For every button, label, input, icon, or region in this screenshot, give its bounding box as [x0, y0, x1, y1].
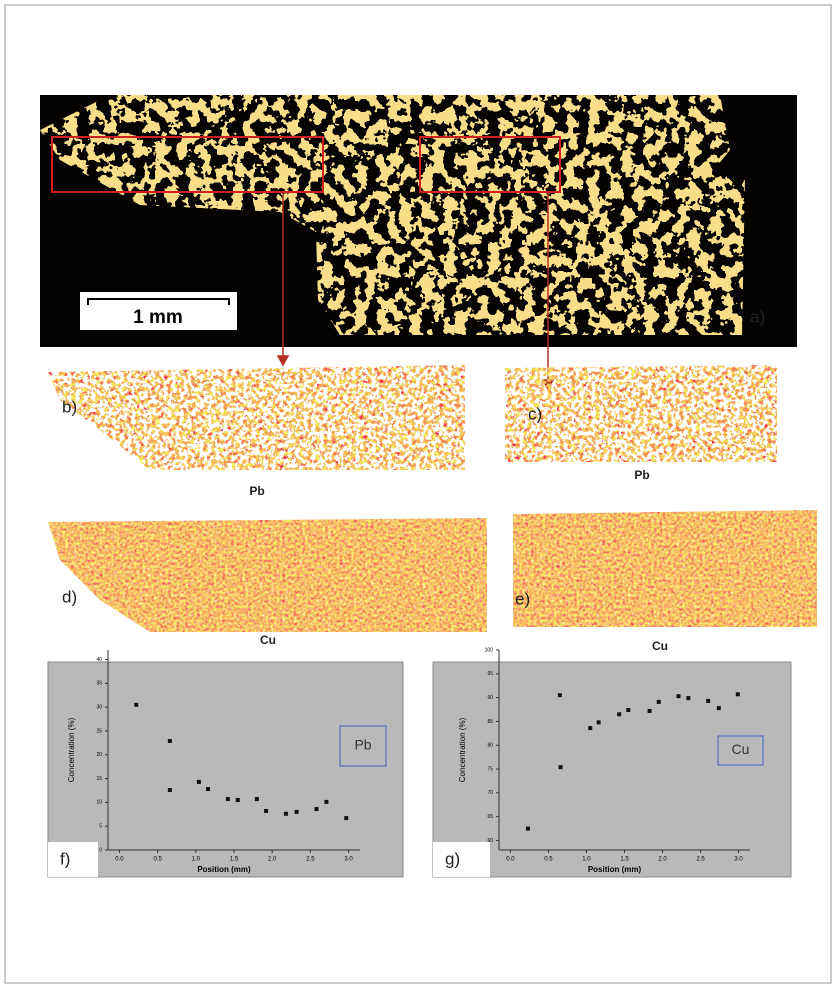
- y-tick-label: 30: [96, 704, 102, 710]
- point: [706, 698, 711, 703]
- y-tick-label: 70: [487, 790, 493, 796]
- point: [167, 738, 172, 743]
- point: [716, 706, 721, 711]
- label-corner: [48, 842, 98, 877]
- point: [167, 788, 172, 792]
- x-tick-label: 2.0: [268, 857, 277, 863]
- label-corner: [433, 842, 490, 877]
- point: [596, 720, 601, 725]
- scale-label: 1 mm: [133, 307, 183, 328]
- y-tick-label: 15: [96, 776, 102, 782]
- x-tick-label: 0.5: [544, 857, 553, 863]
- point: [235, 798, 240, 802]
- y-tick-label: 60: [487, 838, 493, 844]
- point: [647, 708, 652, 713]
- legend-box: [339, 725, 387, 767]
- y-tick-label: 75: [487, 766, 493, 772]
- y-tick-label: 95: [487, 671, 493, 677]
- x-tick-label: 2.5: [696, 857, 705, 863]
- point: [134, 702, 139, 707]
- point: [196, 779, 201, 784]
- point: [283, 811, 288, 816]
- point: [294, 809, 299, 814]
- point: [525, 826, 530, 831]
- point: [588, 726, 593, 731]
- y-tick-label: 65: [487, 814, 493, 820]
- x-tick-label: 1.0: [192, 857, 201, 863]
- panel-label: f): [60, 849, 70, 868]
- element-map: [48, 518, 487, 632]
- map-label: Pb: [249, 484, 264, 498]
- point: [324, 799, 329, 804]
- point: [206, 787, 211, 792]
- panel-label: d): [62, 587, 77, 606]
- y-tick-label: 5: [99, 824, 102, 830]
- x-tick-label: 0.5: [153, 857, 162, 863]
- y-tick-label: 10: [96, 800, 102, 806]
- point: [617, 712, 622, 717]
- page-border: [4, 4, 832, 984]
- element-map: [48, 365, 465, 470]
- x-axis-label: Position (mm): [588, 865, 642, 874]
- y-tick-label: 85: [487, 719, 493, 725]
- panel-label: g): [445, 849, 460, 868]
- y-tick-label: 100: [485, 647, 494, 653]
- legend-label: Pb: [354, 737, 371, 753]
- point: [735, 692, 740, 697]
- map-label: Cu: [260, 633, 276, 647]
- y-tick-label: 20: [96, 752, 102, 758]
- point: [626, 708, 631, 712]
- y-tick-label: 35: [96, 681, 102, 687]
- sample-shape: [40, 95, 745, 335]
- point: [656, 699, 661, 704]
- map-label: Cu: [652, 639, 668, 653]
- panel-label: a): [750, 307, 765, 326]
- chart-bg: [432, 661, 792, 878]
- x-tick-label: 1.0: [582, 857, 591, 863]
- chart-bg: [47, 661, 404, 878]
- x-tick-label: 3.0: [734, 857, 743, 863]
- point: [676, 694, 681, 699]
- x-tick-label: 0.0: [115, 857, 124, 863]
- y-axis-label: Concentration (%): [458, 717, 467, 782]
- point: [558, 765, 563, 770]
- point: [557, 693, 562, 698]
- region-box: [51, 136, 324, 193]
- legend-label: Cu: [732, 741, 750, 757]
- point: [264, 808, 269, 813]
- y-tick-label: 80: [487, 743, 493, 749]
- map-label: Pb: [634, 468, 649, 482]
- point: [254, 797, 259, 802]
- point: [314, 807, 319, 812]
- legend-box: [717, 735, 764, 766]
- x-tick-label: 3.0: [344, 857, 353, 863]
- y-tick-label: 90: [487, 695, 493, 701]
- scale-bar: [87, 298, 230, 305]
- panel-label: c): [528, 404, 542, 423]
- x-tick-label: 0.0: [506, 857, 515, 863]
- element-map: [505, 365, 777, 462]
- region-box: [419, 136, 561, 193]
- y-tick-label: 25: [96, 728, 102, 734]
- y-tick-label: 40: [96, 657, 102, 663]
- y-tick-label: 0: [99, 847, 102, 853]
- x-tick-label: 1.5: [230, 857, 239, 863]
- x-tick-label: 2.5: [306, 857, 315, 863]
- point: [225, 797, 230, 802]
- x-tick-label: 2.0: [658, 857, 667, 863]
- x-axis-label: Position (mm): [197, 865, 251, 874]
- element-map: [513, 510, 817, 627]
- panel-label: e): [515, 589, 530, 608]
- x-tick-label: 1.5: [620, 857, 629, 863]
- panel-label: b): [62, 397, 77, 416]
- point: [344, 816, 349, 821]
- y-axis-label: Concentration (%): [67, 717, 76, 782]
- point: [686, 696, 691, 701]
